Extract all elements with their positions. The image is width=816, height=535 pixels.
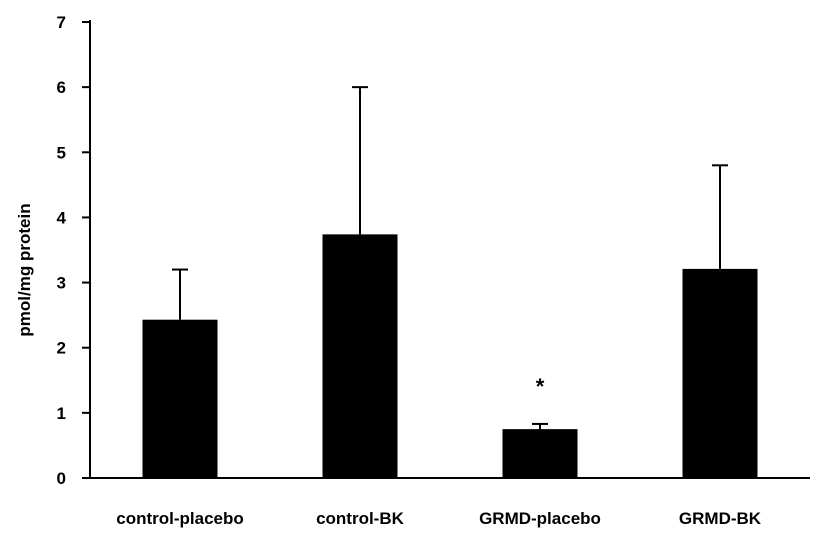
y-tick-label: 1 [57,404,66,423]
bar [682,268,758,478]
bar [322,234,398,478]
category-label: GRMD-BK [679,509,762,528]
annotations-group: * [536,374,545,399]
y-tick-label: 3 [57,274,66,293]
bar [502,429,578,478]
y-tick-label: 2 [57,339,66,358]
y-tick-label: 0 [57,469,66,488]
bars-group [142,234,758,478]
error-bars-group [172,86,728,430]
y-tick-label: 5 [57,143,66,162]
y-ticks-group: 0 1 2 3 4 5 6 7 [57,13,90,488]
category-label: control-placebo [116,509,244,528]
y-tick-label: 7 [57,13,66,32]
category-label: GRMD-placebo [479,509,601,528]
significance-annotation: * [536,374,545,399]
bar [142,319,218,478]
y-tick-label: 4 [57,208,67,227]
category-label: control-BK [316,509,405,528]
y-tick-label: 6 [57,78,66,97]
y-axis-title: pmol/mg protein [15,203,34,336]
category-labels-group: control-placebo control-BK GRMD-placebo GRM… [116,509,762,528]
